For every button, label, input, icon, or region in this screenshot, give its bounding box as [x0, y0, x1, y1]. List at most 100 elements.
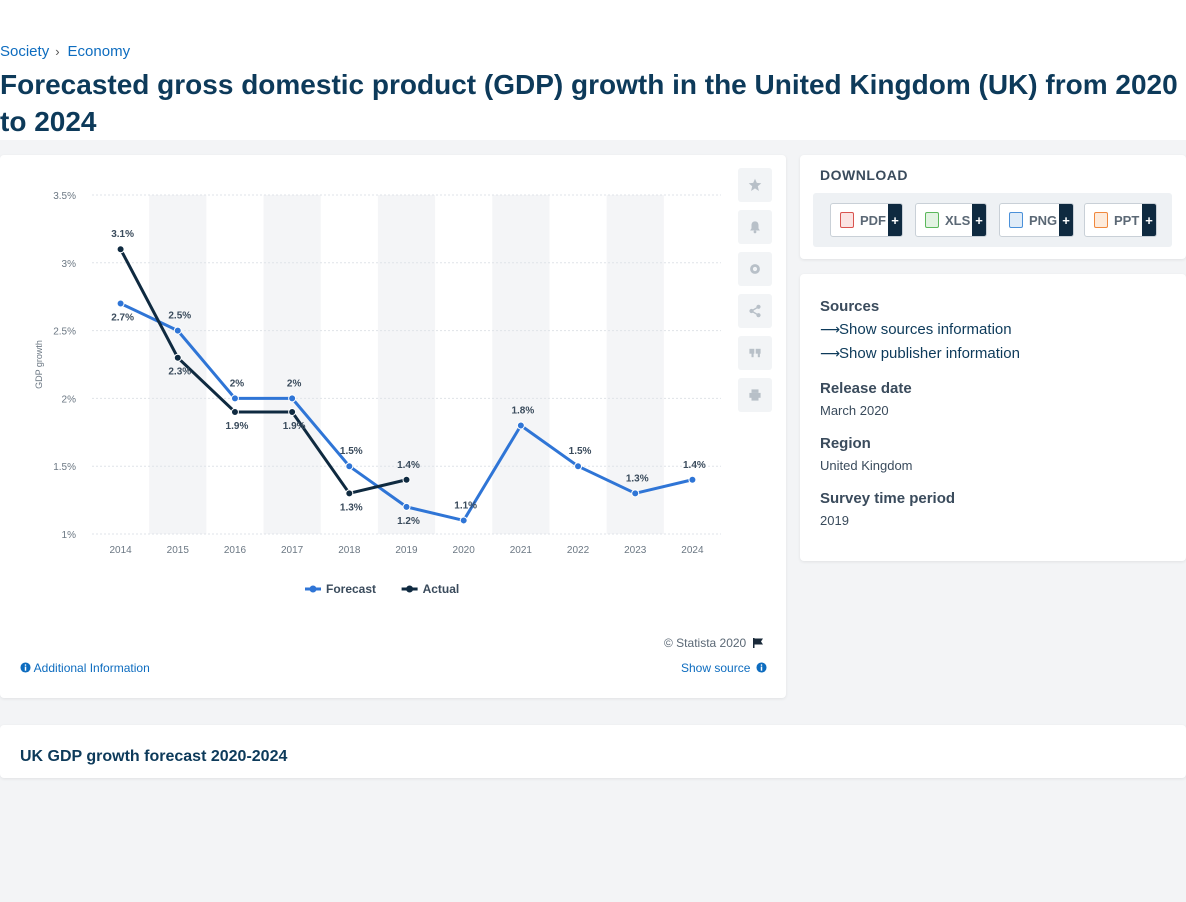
column-band [606, 195, 664, 534]
png-file-icon [1009, 212, 1023, 228]
series-line-actual [119, 248, 407, 495]
gear-icon[interactable] [738, 252, 772, 286]
download-xls-button[interactable]: XLS + [915, 203, 987, 237]
download-xls-label: XLS [945, 212, 971, 228]
y-tick-label: 2% [62, 394, 77, 405]
data-label: 1.8% [511, 406, 534, 417]
download-ppt-button[interactable]: PPT + [1084, 203, 1157, 237]
y-axis-title: GDP growth [34, 340, 44, 389]
bell-icon[interactable] [738, 210, 772, 244]
data-label: 1.5% [569, 446, 592, 457]
plus-icon: + [972, 204, 986, 236]
breadcrumb-separator: › [55, 44, 60, 59]
survey-period-label: Survey time period [820, 490, 956, 507]
data-point [116, 245, 125, 254]
flag-icon[interactable] [752, 637, 764, 649]
data-point [631, 489, 640, 498]
data-label: 2% [230, 378, 245, 389]
plus-icon: + [1059, 204, 1073, 236]
header-area [0, 38, 1186, 140]
print-icon[interactable] [738, 378, 772, 412]
breadcrumb-economy[interactable]: Economy [67, 43, 131, 60]
legend-label: Actual [423, 582, 460, 596]
arrow-right-icon: ⟶ [820, 345, 841, 361]
x-tick-label: 2021 [510, 545, 533, 556]
data-point [345, 489, 354, 498]
arrow-right-icon: ⟶ [820, 321, 841, 337]
column-band [263, 195, 321, 534]
data-point [459, 516, 468, 525]
region-label: Region [820, 435, 871, 452]
share-icon[interactable] [738, 294, 772, 328]
x-tick-label: 2023 [624, 545, 647, 556]
data-label: 1.4% [397, 460, 420, 471]
xls-file-icon [925, 212, 939, 228]
x-tick-label: 2022 [567, 545, 590, 556]
x-tick-label: 2017 [281, 545, 304, 556]
sources-label: Sources [820, 298, 880, 315]
download-png-button[interactable]: PNG + [999, 203, 1074, 237]
show-sources-link[interactable]: ⟶ Show sources information [820, 321, 1012, 338]
show-publisher-link[interactable]: ⟶ Show publisher information [820, 345, 1020, 362]
breadcrumb-society[interactable]: Society [0, 43, 50, 60]
legend-marker [309, 585, 317, 593]
legend-marker [406, 585, 414, 593]
x-tick-label: 2019 [395, 545, 418, 556]
y-tick-label: 2.5% [53, 327, 76, 338]
x-tick-label: 2016 [224, 545, 247, 556]
additional-information-label: Additional Information [33, 661, 150, 675]
download-pdf-label: PDF [860, 212, 886, 228]
column-band [149, 195, 207, 534]
data-point [288, 407, 297, 416]
data-point [345, 462, 354, 471]
copyright-notice: © Statista 2020 [664, 636, 764, 650]
data-label: 2.5% [168, 311, 191, 322]
y-tick-label: 1.5% [53, 462, 76, 473]
plus-icon: + [888, 204, 902, 236]
data-point [688, 475, 697, 484]
y-tick-label: 3.5% [53, 191, 76, 202]
x-tick-label: 2018 [338, 545, 361, 556]
show-source-link[interactable]: Show source [681, 661, 767, 675]
release-date-label: Release date [820, 380, 912, 397]
data-label: 2.7% [111, 312, 134, 323]
download-card: DOWNLOAD PDF + XLS + PNG + PPT + [800, 155, 1186, 259]
pdf-file-icon [840, 212, 854, 228]
additional-information-link[interactable]: Additional Information [20, 661, 150, 675]
data-point [116, 299, 125, 308]
show-source-label: Show source [681, 661, 751, 675]
data-label: 2% [287, 378, 302, 389]
data-point [402, 475, 411, 484]
x-tick-label: 2024 [681, 545, 704, 556]
top-bar [0, 0, 1186, 38]
data-label: 1.4% [683, 460, 706, 471]
data-point [516, 421, 525, 430]
column-band [492, 195, 550, 534]
ppt-file-icon [1094, 212, 1108, 228]
line-chart: 1% 1.5% 2% 2.5% 3% 3.5% 2014 2015 2016 2017 2018 20… [34, 191, 721, 596]
quote-icon[interactable] [738, 336, 772, 370]
region-value: United Kingdom [820, 458, 913, 473]
page-title: Forecasted gross domestic product (GDP) … [0, 69, 1178, 137]
data-point [288, 394, 297, 403]
star-icon[interactable] [738, 168, 772, 202]
data-point [173, 353, 182, 362]
plus-icon: + [1142, 204, 1156, 236]
data-point [574, 462, 583, 471]
download-ppt-label: PPT [1114, 212, 1140, 228]
data-label: 2.3% [168, 367, 191, 378]
data-point [402, 502, 411, 511]
data-point [230, 394, 239, 403]
y-tick-label: 3% [62, 259, 77, 270]
download-pdf-button[interactable]: PDF + [830, 203, 903, 237]
x-tick-label: 2014 [109, 545, 132, 556]
show-publisher-label: Show publisher information [839, 345, 1020, 362]
data-label: 1.1% [454, 500, 477, 511]
data-label: 1.3% [626, 473, 649, 484]
data-point [173, 326, 182, 335]
data-label: 1.2% [397, 516, 420, 527]
info-icon [756, 662, 767, 673]
x-tick-label: 2020 [453, 545, 476, 556]
download-title: DOWNLOAD [820, 167, 908, 183]
data-point [230, 407, 239, 416]
